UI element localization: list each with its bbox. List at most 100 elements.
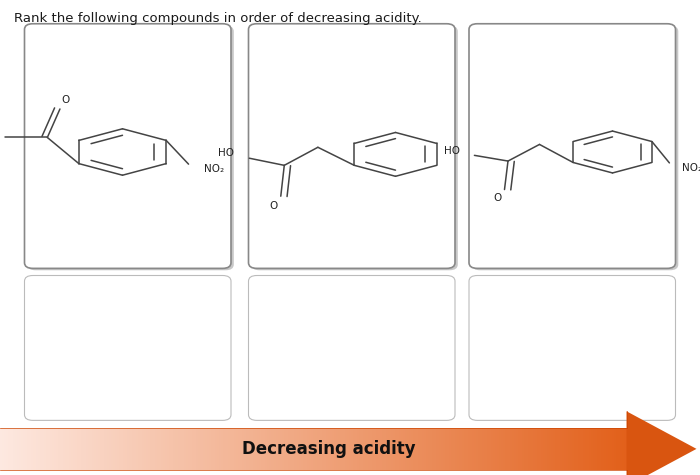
Polygon shape [416, 428, 418, 470]
Polygon shape [190, 428, 192, 470]
Polygon shape [198, 428, 200, 470]
Polygon shape [595, 428, 597, 470]
Text: O: O [270, 201, 278, 211]
Polygon shape [363, 428, 365, 470]
Polygon shape [386, 428, 389, 470]
Polygon shape [225, 428, 228, 470]
Polygon shape [293, 428, 295, 470]
Polygon shape [486, 428, 489, 470]
Polygon shape [8, 428, 10, 470]
Polygon shape [524, 428, 526, 470]
Polygon shape [270, 428, 272, 470]
Polygon shape [520, 428, 522, 470]
Polygon shape [200, 428, 202, 470]
Polygon shape [438, 428, 440, 470]
Polygon shape [303, 428, 305, 470]
Polygon shape [560, 428, 562, 470]
Polygon shape [134, 428, 136, 470]
Polygon shape [290, 428, 293, 470]
Polygon shape [508, 428, 510, 470]
Polygon shape [489, 428, 491, 470]
Polygon shape [593, 428, 595, 470]
Polygon shape [52, 428, 55, 470]
Polygon shape [328, 428, 330, 470]
Polygon shape [382, 428, 384, 470]
Polygon shape [453, 428, 455, 470]
Polygon shape [378, 428, 380, 470]
Polygon shape [395, 428, 397, 470]
Polygon shape [591, 428, 593, 470]
Polygon shape [564, 428, 566, 470]
Polygon shape [442, 428, 444, 470]
Polygon shape [317, 428, 319, 470]
Polygon shape [96, 428, 98, 470]
Polygon shape [323, 428, 326, 470]
Polygon shape [301, 428, 303, 470]
Polygon shape [495, 428, 497, 470]
Polygon shape [83, 428, 85, 470]
Polygon shape [104, 428, 106, 470]
Polygon shape [314, 428, 315, 470]
Polygon shape [125, 428, 127, 470]
Polygon shape [624, 428, 626, 470]
Polygon shape [474, 428, 476, 470]
Polygon shape [23, 428, 25, 470]
Polygon shape [297, 428, 299, 470]
Text: HO: HO [444, 146, 461, 156]
Polygon shape [232, 428, 234, 470]
Polygon shape [163, 428, 165, 470]
Polygon shape [412, 428, 414, 470]
Polygon shape [562, 428, 564, 470]
Polygon shape [73, 428, 75, 470]
FancyBboxPatch shape [248, 276, 455, 420]
Polygon shape [215, 428, 217, 470]
Polygon shape [597, 428, 599, 470]
Polygon shape [505, 428, 508, 470]
Polygon shape [401, 428, 403, 470]
Polygon shape [541, 428, 543, 470]
Text: NO₂: NO₂ [682, 162, 700, 172]
Polygon shape [616, 428, 618, 470]
Polygon shape [130, 428, 132, 470]
Polygon shape [230, 428, 232, 470]
Polygon shape [79, 428, 81, 470]
Polygon shape [472, 428, 474, 470]
Polygon shape [424, 428, 426, 470]
Polygon shape [346, 428, 349, 470]
Polygon shape [108, 428, 111, 470]
Polygon shape [85, 428, 88, 470]
Polygon shape [77, 428, 79, 470]
Polygon shape [526, 428, 528, 470]
Polygon shape [174, 428, 176, 470]
Polygon shape [312, 428, 314, 470]
Polygon shape [407, 428, 410, 470]
Polygon shape [626, 411, 696, 475]
Polygon shape [466, 428, 468, 470]
Polygon shape [342, 428, 344, 470]
Polygon shape [13, 428, 15, 470]
Polygon shape [482, 428, 484, 470]
Polygon shape [48, 428, 50, 470]
Polygon shape [100, 428, 102, 470]
Polygon shape [528, 428, 531, 470]
Polygon shape [59, 428, 61, 470]
Polygon shape [182, 428, 184, 470]
Polygon shape [257, 428, 259, 470]
Text: O: O [62, 95, 70, 105]
Text: Decreasing acidity: Decreasing acidity [242, 440, 416, 458]
Polygon shape [267, 428, 270, 470]
Polygon shape [136, 428, 138, 470]
Polygon shape [186, 428, 188, 470]
Polygon shape [0, 428, 2, 470]
Polygon shape [150, 428, 153, 470]
Polygon shape [372, 428, 374, 470]
Polygon shape [603, 428, 606, 470]
Polygon shape [501, 428, 503, 470]
Polygon shape [468, 428, 470, 470]
Polygon shape [330, 428, 332, 470]
Polygon shape [399, 428, 401, 470]
Polygon shape [113, 428, 115, 470]
Polygon shape [259, 428, 261, 470]
Polygon shape [455, 428, 457, 470]
Polygon shape [119, 428, 121, 470]
